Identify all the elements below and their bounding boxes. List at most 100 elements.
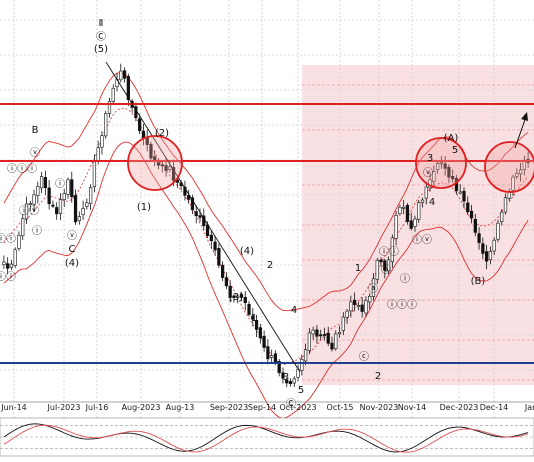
candle-body bbox=[424, 186, 428, 199]
candle-body bbox=[85, 202, 89, 207]
x-tick-label: Aug-13 bbox=[166, 403, 195, 412]
candle-body bbox=[266, 346, 270, 360]
candle-body bbox=[2, 261, 6, 266]
wave-label: ⓘⓥ bbox=[19, 205, 39, 217]
candle-body bbox=[345, 310, 349, 318]
candle-body bbox=[360, 304, 364, 312]
candle-body bbox=[111, 87, 115, 102]
candle-body bbox=[364, 300, 368, 314]
candle-body bbox=[107, 101, 112, 114]
candle-body bbox=[413, 218, 417, 227]
candle-body bbox=[247, 303, 251, 315]
wave-label: 5 bbox=[298, 385, 304, 396]
x-tick-label: Oct-2023 bbox=[279, 403, 316, 412]
candle-body bbox=[17, 235, 21, 249]
candle-body bbox=[477, 233, 481, 243]
x-tick-label: Oct-15 bbox=[327, 403, 354, 412]
forecast-arrowhead bbox=[521, 112, 528, 121]
candle-body bbox=[198, 215, 202, 218]
wave-label: Ⓒ bbox=[286, 398, 296, 410]
candle-body bbox=[262, 335, 266, 348]
candle-body bbox=[398, 206, 402, 214]
candle-body bbox=[503, 197, 508, 213]
candle-body bbox=[277, 361, 281, 374]
downtrend-line bbox=[105, 61, 301, 373]
wave-label: 4 bbox=[429, 197, 435, 208]
wave-label: 5 bbox=[452, 145, 458, 156]
candle-body bbox=[462, 190, 466, 202]
candle-body bbox=[51, 204, 55, 207]
candle-body bbox=[443, 163, 447, 169]
candle-body bbox=[315, 329, 319, 337]
candle-body bbox=[288, 381, 293, 385]
candle-body bbox=[243, 296, 247, 304]
candle-body bbox=[451, 176, 455, 180]
candle-body bbox=[473, 218, 477, 233]
highlight-circle bbox=[415, 137, 467, 189]
x-tick-label: Nov-14 bbox=[398, 403, 426, 412]
x-tick-label: Jul-2023 bbox=[47, 403, 81, 412]
wave-label: ⓑ bbox=[381, 264, 391, 276]
candle-body bbox=[511, 176, 515, 191]
x-tick-label: Nov-2023 bbox=[360, 403, 399, 412]
candle-body bbox=[371, 278, 376, 297]
wave-label: ⓥ bbox=[423, 167, 433, 179]
lower-band bbox=[3, 141, 529, 419]
wave-label: 4 bbox=[291, 305, 297, 316]
x-tick-label: Jan bbox=[524, 403, 534, 412]
candle-body bbox=[500, 211, 504, 223]
candle-body bbox=[47, 187, 51, 205]
candle-body bbox=[183, 186, 187, 196]
wave-label: Ⓒ bbox=[96, 31, 106, 43]
candle-body bbox=[368, 296, 372, 303]
candle-body bbox=[515, 173, 519, 177]
wave-label: 2 bbox=[267, 260, 273, 271]
candle-body bbox=[469, 210, 474, 219]
candle-body bbox=[405, 204, 410, 222]
candle-body bbox=[171, 167, 176, 181]
candle-body bbox=[420, 199, 425, 203]
wave-label: ⓘⓘⓘ bbox=[7, 163, 37, 175]
wave-label: 2 bbox=[375, 371, 381, 382]
candle-body bbox=[337, 332, 342, 335]
candle-body bbox=[447, 166, 451, 178]
candle-body bbox=[394, 214, 398, 239]
candle-body bbox=[39, 176, 44, 189]
wave-label: (3) bbox=[229, 292, 243, 303]
candle-body bbox=[96, 147, 100, 162]
candle-body bbox=[485, 251, 489, 262]
x-tick-label: Jun-14 bbox=[0, 403, 27, 412]
candle-body bbox=[435, 163, 440, 171]
candle-body bbox=[285, 379, 289, 384]
candle-body bbox=[273, 353, 278, 363]
candle-body bbox=[190, 197, 195, 211]
wave-label: (1) bbox=[137, 202, 151, 213]
candle-body bbox=[168, 166, 172, 170]
candle-body bbox=[232, 295, 236, 299]
candle-body bbox=[319, 334, 323, 337]
candle-body bbox=[254, 319, 259, 330]
candle-body bbox=[149, 143, 153, 159]
candle-body bbox=[224, 277, 229, 287]
wave-label: C bbox=[69, 244, 76, 255]
candle-body bbox=[28, 203, 32, 206]
candle-body bbox=[236, 295, 240, 298]
candle-body bbox=[292, 378, 296, 384]
wave-label: (B) bbox=[471, 276, 486, 287]
candle-body bbox=[303, 349, 308, 362]
wave-label: 3 bbox=[283, 372, 289, 383]
wave-label: (5) bbox=[94, 44, 108, 55]
candle-body bbox=[160, 164, 164, 167]
candle-body bbox=[89, 187, 93, 204]
candle-body bbox=[258, 327, 262, 339]
wave-label: ⓘ bbox=[32, 225, 42, 237]
candle-body bbox=[375, 260, 379, 280]
candle-body bbox=[209, 234, 213, 242]
candle-body bbox=[379, 259, 383, 263]
candle-body bbox=[458, 191, 462, 194]
candle-body bbox=[100, 135, 104, 148]
wave-label: ⓐ bbox=[368, 283, 378, 295]
candle-body bbox=[432, 171, 436, 182]
candle-body bbox=[322, 334, 327, 336]
candle-body bbox=[92, 161, 97, 188]
